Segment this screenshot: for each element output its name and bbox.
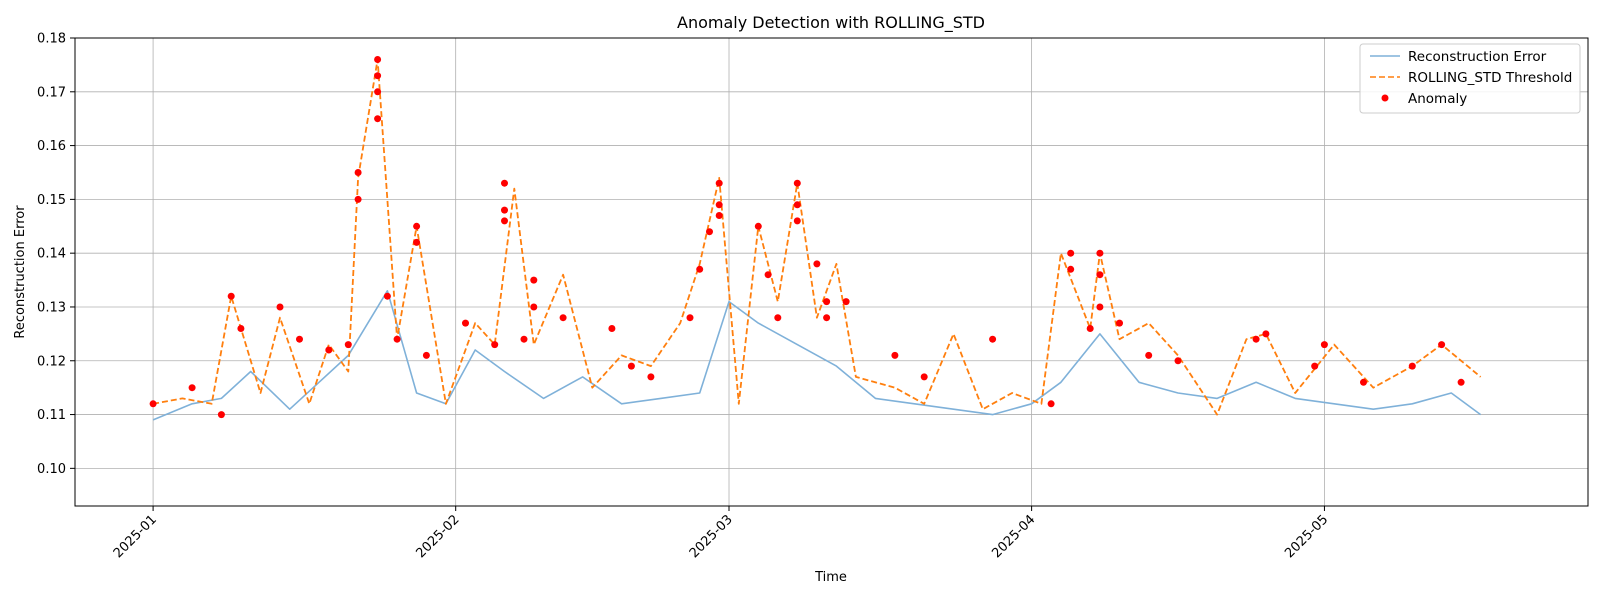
anomaly-point xyxy=(1096,249,1104,257)
anomaly-point xyxy=(237,325,245,332)
anomaly-point xyxy=(1174,357,1182,365)
plot-frame xyxy=(74,37,1589,507)
anomaly-point xyxy=(706,228,713,236)
anomaly-point xyxy=(793,217,801,225)
anomaly-point xyxy=(501,206,508,214)
anomaly-point xyxy=(374,56,382,63)
anomaly-point xyxy=(647,373,655,381)
anomaly-point xyxy=(715,212,723,219)
anomaly-point xyxy=(422,351,430,359)
anomaly-point xyxy=(920,373,928,381)
anomaly-point xyxy=(1086,325,1094,332)
anomaly-point xyxy=(383,292,391,300)
anomaly-point xyxy=(1408,362,1416,370)
anomaly-point xyxy=(344,341,352,349)
legend-anomaly-label: Anomaly xyxy=(1408,91,1467,107)
anomaly-point xyxy=(1047,400,1055,408)
y-tick-label: 0.11 xyxy=(37,408,66,423)
anomaly-point xyxy=(1067,265,1075,273)
anomaly-point xyxy=(989,335,997,343)
anomaly-point xyxy=(374,72,382,80)
y-tick-label: 0.12 xyxy=(37,354,66,369)
anomaly-point xyxy=(823,314,831,322)
anomaly-point xyxy=(608,325,616,332)
anomaly-point xyxy=(217,411,225,419)
anomaly-point xyxy=(188,384,196,392)
anomaly-point xyxy=(793,179,801,187)
anomaly-point xyxy=(1096,271,1104,279)
y-tick-label: 0.14 xyxy=(37,247,66,262)
legend: Reconstruction Error ROLLING_STD Thresho… xyxy=(1359,43,1581,114)
anomaly-point xyxy=(276,303,284,311)
anomaly-point xyxy=(413,222,421,230)
anomaly-point xyxy=(296,335,303,343)
anomaly-point xyxy=(374,88,382,96)
anomaly-point xyxy=(823,298,831,306)
y-tick-label: 0.17 xyxy=(37,85,66,100)
anomaly-point xyxy=(1320,341,1328,349)
legend-threshold-label: ROLLING_STD Threshold xyxy=(1408,70,1572,86)
y-tick-label: 0.18 xyxy=(37,32,66,47)
anomaly-point xyxy=(501,217,508,225)
anomaly-point xyxy=(715,179,723,187)
chart-title: Anomaly Detection with ROLLING_STD xyxy=(677,13,985,33)
anomaly-point xyxy=(1096,303,1104,311)
anomaly-point xyxy=(530,276,538,284)
y-tick-label: 0.13 xyxy=(37,300,66,315)
anomaly-point xyxy=(1067,249,1075,257)
anomaly-point xyxy=(393,335,401,343)
anomaly-point xyxy=(413,238,421,246)
legend-anomaly-marker xyxy=(1381,94,1389,102)
anomaly-point xyxy=(627,362,635,370)
y-tick-label: 0.10 xyxy=(37,462,66,477)
legend-reconstruction-label: Reconstruction Error xyxy=(1408,49,1547,65)
anomaly-point xyxy=(1145,351,1153,359)
anomaly-layer xyxy=(149,56,1465,419)
anomaly-point xyxy=(774,314,782,322)
y-axis-label: Reconstruction Error xyxy=(13,205,28,339)
anomaly-point xyxy=(1311,362,1319,370)
anomaly-point xyxy=(491,341,499,349)
anomaly-point xyxy=(1252,335,1260,343)
anomaly-point xyxy=(1116,319,1123,327)
reconstruction-error-line xyxy=(152,290,1482,421)
x-axis-label: Time xyxy=(814,570,847,585)
anomaly-point xyxy=(227,292,235,300)
legend-box xyxy=(1359,43,1581,114)
anomaly-point xyxy=(520,335,528,343)
anomaly-point xyxy=(754,222,762,230)
anomaly-point xyxy=(793,201,801,209)
anomaly-point xyxy=(354,169,362,176)
y-tick-label: 0.15 xyxy=(37,193,66,208)
anomaly-point xyxy=(462,319,469,327)
anomaly-point xyxy=(715,201,723,209)
anomaly-point xyxy=(686,314,694,322)
anomaly-point xyxy=(842,298,850,306)
anomaly-point xyxy=(354,195,362,203)
y-tick-label: 0.16 xyxy=(37,139,66,154)
anomaly-point xyxy=(813,260,821,268)
anomaly-point xyxy=(1457,378,1465,386)
anomaly-point xyxy=(530,303,538,311)
anomaly-point xyxy=(374,115,382,123)
anomaly-point xyxy=(1262,330,1270,338)
anomaly-point xyxy=(325,346,333,354)
anomaly-point xyxy=(891,351,899,359)
anomaly-point xyxy=(1360,378,1367,386)
anomaly-point xyxy=(559,314,567,322)
anomaly-point xyxy=(764,271,772,279)
anomaly-point xyxy=(501,179,508,187)
anomaly-point xyxy=(1438,341,1446,349)
anomaly-point xyxy=(696,265,704,273)
anomaly-point xyxy=(149,400,157,408)
